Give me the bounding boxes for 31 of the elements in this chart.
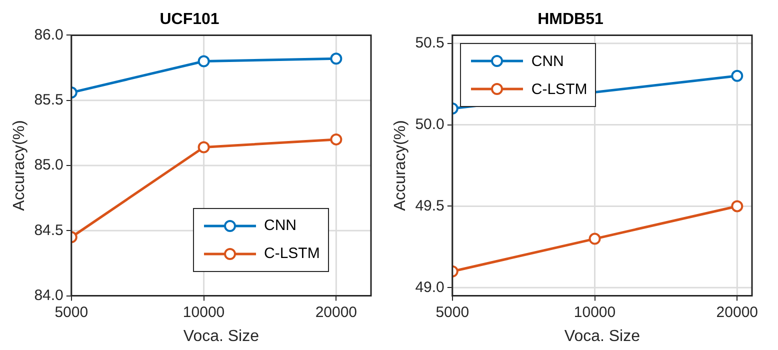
x-tick-label: 20000 (315, 304, 358, 321)
chart-title: HMDB51 (538, 11, 604, 28)
x-tick-label: 5000 (54, 304, 88, 321)
x-axis-title: Voca. Size (183, 328, 260, 345)
y-tick-label: 50.5 (415, 34, 444, 52)
y-tick-label: 49.5 (415, 197, 444, 214)
y-tick-label: 50.0 (415, 116, 444, 133)
y-axis-title: Accuracy(%) (11, 120, 28, 211)
y-tick-label: 49.0 (415, 278, 444, 296)
point (330, 133, 342, 146)
legend-label: CNN (531, 52, 564, 70)
point (731, 200, 744, 212)
legend-label: C-LSTM (531, 80, 588, 98)
x-tick-label: 10000 (182, 304, 225, 321)
point (198, 141, 210, 154)
legend-label: C-LSTM (264, 245, 320, 262)
chart-title: UCF101 (160, 11, 220, 28)
x-tick-label: 20000 (716, 304, 758, 321)
y-tick-label: 84.0 (34, 286, 64, 304)
x-tick-label: 10000 (574, 304, 616, 321)
y-tick-label: 85.0 (34, 156, 64, 174)
x-tick-label: 5000 (436, 304, 470, 321)
point (588, 232, 601, 245)
x-axis-title: Voca. Size (564, 328, 640, 345)
y-tick-label: 84.5 (34, 222, 64, 239)
y-axis-title: Accuracy(%) (392, 120, 410, 211)
y-tick-label: 86.0 (34, 26, 64, 44)
y-tick-label: 85.5 (34, 91, 64, 108)
legend-label: CNN (264, 217, 296, 234)
point (330, 52, 342, 65)
point (198, 55, 210, 68)
